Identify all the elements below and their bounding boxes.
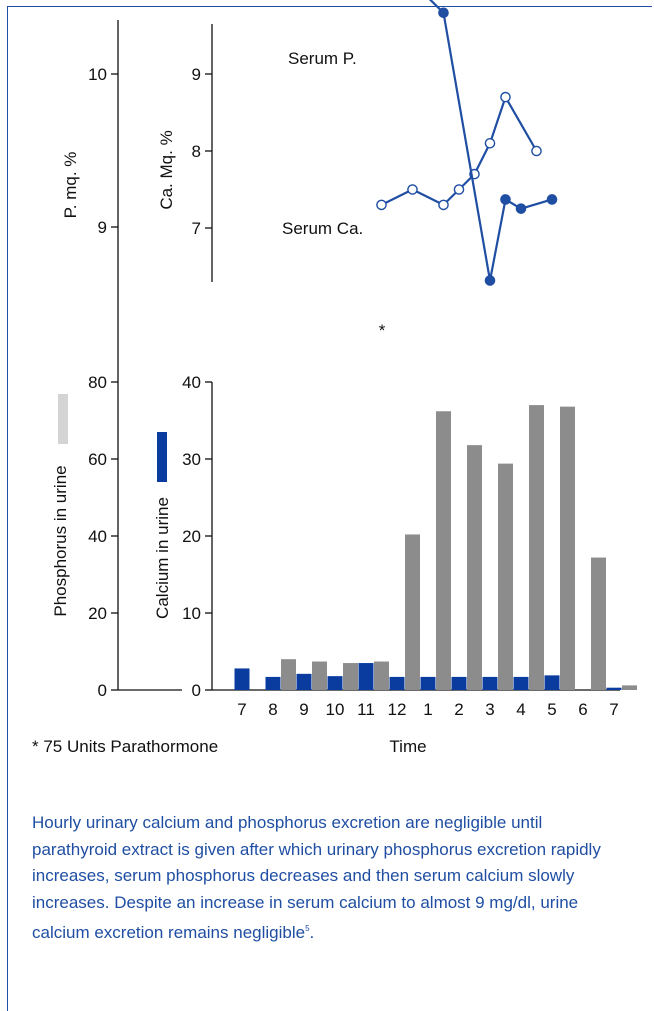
injection-asterisk: * (379, 321, 386, 340)
serum-ca-line (381, 95, 538, 206)
time-tick-label: 6 (578, 700, 587, 719)
urine-ca-axis-title: Calcium in urine (153, 497, 172, 619)
lines (376, 0, 558, 286)
caption-end: . (309, 923, 315, 942)
calcium-bar (451, 676, 467, 690)
calcium-bar (482, 676, 498, 690)
urine-ca-axis-tick-label: 40 (182, 373, 201, 392)
calcium-bar (606, 687, 622, 690)
serum-ca-point (407, 184, 418, 195)
phosphorus-legend-swatch (58, 394, 68, 444)
phosphorus-bar (467, 445, 482, 690)
time-tick-label: 4 (516, 700, 525, 719)
phosphorus-bar (529, 405, 544, 690)
serum-ca-point (453, 184, 465, 195)
serum-p-label: Serum P. (288, 49, 357, 68)
phosphorus-bar (498, 463, 513, 690)
caption-text: Hourly urinary calcium and phosphorus ex… (32, 813, 601, 942)
phosphorus-bar (622, 685, 637, 690)
urine-p-axis-tick-label: 60 (88, 450, 107, 469)
serum-p-axis-tick-label: 9 (98, 218, 107, 237)
serum-ca-axis-tick-label: 8 (192, 142, 201, 161)
serum-ca-label: Serum Ca. (282, 219, 363, 238)
calcium-bar (544, 675, 560, 690)
serum-ca-point (438, 199, 449, 211)
serum-ca-point (376, 199, 387, 211)
time-tick-label: 7 (609, 700, 618, 719)
calcium-bar (296, 673, 312, 690)
calcium-bar (513, 676, 529, 690)
serum-p-point (500, 194, 511, 205)
serum-p-point (546, 194, 558, 205)
time-tick-label: 3 (485, 700, 494, 719)
urine-p-axis-tick-label: 40 (88, 527, 107, 546)
serum-p-axis-title: P. mq. % (61, 152, 80, 219)
calcium-legend-swatch (157, 432, 167, 482)
serum-p-line (428, 0, 553, 282)
time-tick-label: 7 (237, 700, 246, 719)
figure-frame (7, 6, 652, 1011)
serum-p-point (515, 203, 527, 214)
phosphorus-bar (405, 534, 420, 690)
time-tick-label: 12 (388, 700, 407, 719)
figure-caption: Hourly urinary calcium and phosphorus ex… (32, 810, 632, 947)
serum-ca-point (500, 91, 511, 103)
time-tick-label: 10 (326, 700, 345, 719)
urine-p-axis-title: Phosphorus in urine (51, 465, 70, 616)
serum-ca-point (484, 137, 496, 149)
time-tick-label: 9 (299, 700, 308, 719)
labels: 9 10 7 8 9 0 20 40 60 80 0 10 20 30 40 P. mq. % Ca. Mq. … (32, 49, 619, 756)
calcium-bar (327, 676, 343, 690)
time-tick-label: 11 (357, 700, 375, 719)
calcium-bar (389, 676, 405, 690)
phosphorus-bar (312, 661, 327, 690)
x-axis-title: Time (389, 737, 426, 756)
serum-ca-axis-tick-label: 9 (192, 65, 201, 84)
phosphorus-bar (281, 659, 296, 690)
urine-ca-axis-tick-label: 0 (192, 681, 201, 700)
phosphorus-bar (560, 406, 575, 690)
serum-p-axis-tick-label: 10 (88, 65, 107, 84)
phosphorus-bar (436, 411, 451, 690)
urine-p-axis-tick-label: 80 (88, 373, 107, 392)
time-tick-label: 5 (547, 700, 556, 719)
phosphorus-bar (374, 661, 389, 690)
calcium-bar (265, 676, 281, 690)
caption-reference: 5 (305, 924, 310, 933)
calcium-bar (420, 676, 436, 690)
parathormone-note: * 75 Units Parathormone (32, 737, 218, 756)
phosphorus-bar (343, 663, 358, 690)
serum-p-point (438, 7, 449, 19)
serum-ca-point (531, 145, 542, 157)
time-tick-label: 1 (423, 700, 432, 719)
urine-ca-axis-tick-label: 10 (182, 604, 201, 623)
urine-ca-axis-tick-label: 20 (182, 527, 201, 546)
time-tick-label: 8 (268, 700, 277, 719)
calcium-bar (234, 668, 250, 690)
bars (234, 405, 637, 690)
phosphorus-bar (591, 557, 606, 690)
serum-p-point (484, 275, 496, 286)
serum-ca-axis-title: Ca. Mq. % (157, 130, 176, 209)
urine-ca-axis-tick-label: 30 (182, 450, 201, 469)
urine-p-axis-tick-label: 0 (98, 681, 107, 700)
chart: 9 10 7 8 9 0 20 40 60 80 0 10 20 30 40 P. mq. % Ca. Mq. … (32, 0, 637, 756)
time-tick-label: 2 (454, 700, 463, 719)
serum-ca-axis-tick-label: 7 (192, 219, 201, 238)
urine-p-axis-tick-label: 20 (88, 604, 107, 623)
calcium-bar (358, 663, 374, 690)
